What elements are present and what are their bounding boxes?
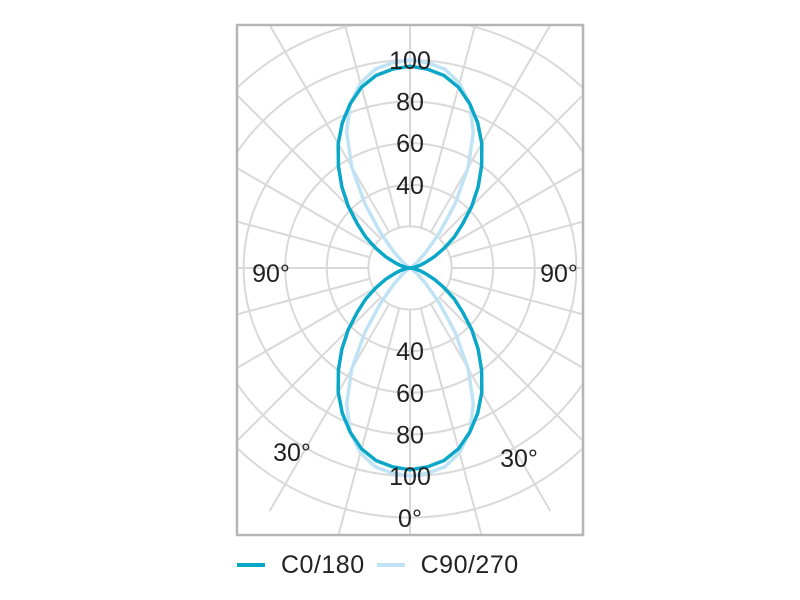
grid-spoke-30 [429,26,551,233]
legend-item-c90-270: C90/270 [376,550,519,580]
grid-spoke-210 [268,303,391,512]
radial-tick-lower-80: 80 [396,421,424,449]
grid-spoke-75 [449,220,582,259]
grid-spoke-255 [238,277,371,316]
angle-label-0: 0° [398,505,422,533]
angle-label-30-left: 30° [273,439,311,467]
grid-spoke-60 [445,167,582,249]
series-line-c90-270-upper [344,58,476,270]
series-line-c90-270-lower [344,266,476,478]
radial-tick-lower-40: 40 [396,338,424,366]
angle-label-90-left: 90° [252,260,290,288]
grid-spoke-105 [449,277,582,316]
grid-spoke-165 [419,307,483,534]
radial-tick-lower-100: 100 [389,463,431,491]
grid-spoke-300 [238,167,375,249]
grid-spoke-15 [419,26,476,229]
series-line-c0-180-upper [336,64,484,270]
legend-label-c90-270: C90/270 [420,550,519,579]
grid-spoke-285 [238,220,371,259]
grid-spoke-45 [438,94,582,240]
radial-tick-lower-60: 60 [396,380,424,408]
radial-tick-upper-60: 60 [396,130,424,158]
legend: C0/180 C90/270 [237,548,531,582]
grid-spoke-135 [438,296,582,442]
grid-spoke-195 [337,307,401,534]
grid-spoke-120 [445,287,582,369]
grid-spoke-240 [238,287,375,369]
grid-spoke-330 [269,26,391,233]
axis-labels: 40 40 60 60 80 80 100 100 0° 90° 90° 30° 30° [252,47,578,533]
angle-label-90-right: 90° [540,260,578,288]
radial-tick-upper-40: 40 [396,172,424,200]
series-line-c0-180-lower [336,266,484,472]
legend-swatch-c0-180 [237,563,265,567]
grid-spoke-315 [238,94,382,240]
angle-label-30-right: 30° [500,445,538,473]
grid-spoke-225 [238,296,382,442]
grid-spoke-150 [429,303,552,512]
legend-label-c0-180: C0/180 [281,550,365,579]
radial-tick-upper-100: 100 [389,47,431,75]
legend-item-c0-180: C0/180 [237,551,365,580]
series-layer [336,58,484,478]
radial-tick-upper-80: 80 [396,89,424,117]
grid-spoke-345 [344,26,401,229]
legend-swatch-c90-270 [376,563,405,567]
